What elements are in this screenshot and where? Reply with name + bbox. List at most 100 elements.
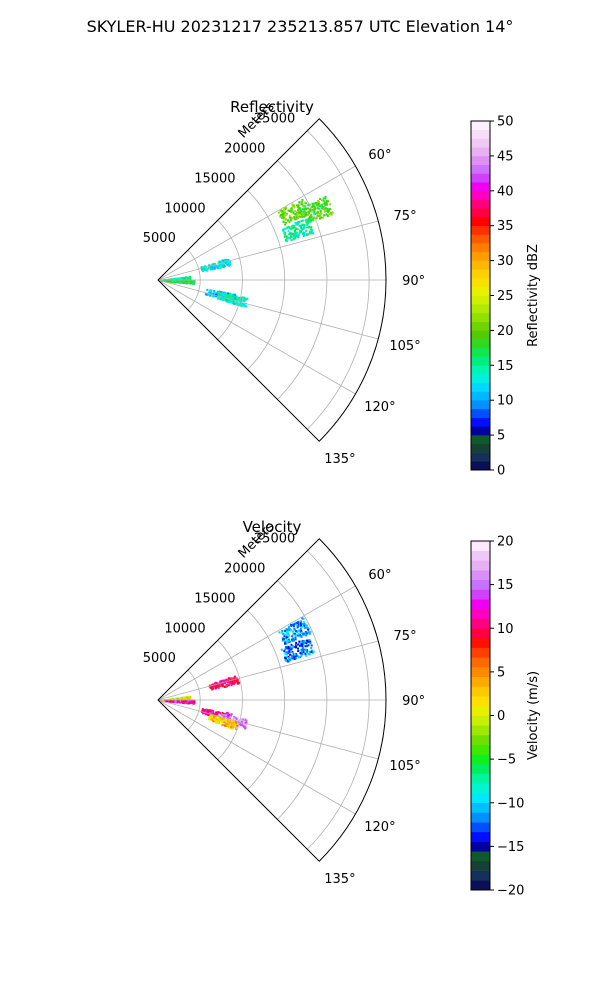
echo-gate xyxy=(228,677,231,680)
colorbar-band xyxy=(471,321,490,331)
colorbar-band xyxy=(471,461,490,471)
colorbar-tick-label: 20 xyxy=(497,535,514,550)
echo-gate xyxy=(226,722,229,725)
echo-gate xyxy=(186,277,189,280)
echo-gate xyxy=(287,655,290,658)
echo-gate xyxy=(288,634,291,637)
echo-gate xyxy=(287,226,290,229)
echo-gate xyxy=(324,195,327,198)
echo-gate xyxy=(216,266,219,269)
echo-gate xyxy=(300,635,303,638)
echo-gate xyxy=(214,717,217,720)
echo-gate xyxy=(299,656,302,659)
echo-gate xyxy=(297,220,300,223)
echo-gate xyxy=(300,200,303,203)
echo-gate xyxy=(180,278,183,281)
echo-gate xyxy=(283,233,286,236)
echo-gate xyxy=(233,675,236,678)
theta-tick-label: 105° xyxy=(389,339,420,354)
echo-gate xyxy=(219,718,222,721)
echo-gate xyxy=(310,228,313,231)
echo-gate xyxy=(238,681,240,684)
echo-gate xyxy=(283,208,286,211)
echo-gate xyxy=(211,268,214,271)
echo-gate xyxy=(300,629,303,632)
echo-gate xyxy=(325,201,328,204)
azimuth-gridline xyxy=(157,279,379,340)
echo-gate xyxy=(211,263,214,266)
echo-gate xyxy=(298,225,301,227)
sector-outline xyxy=(157,118,387,442)
echo-gate xyxy=(295,621,298,624)
echo-gate xyxy=(313,209,316,212)
colorbar-band xyxy=(471,278,490,288)
echo-gate xyxy=(284,648,287,651)
echo-gate xyxy=(178,278,181,281)
echo-gate xyxy=(285,659,287,662)
echo-gate xyxy=(297,208,300,211)
echo-gate xyxy=(222,298,225,301)
echo-gate xyxy=(225,720,228,723)
echo-gate xyxy=(207,710,210,713)
echo-gate xyxy=(307,628,310,631)
theta-tick-label: 60° xyxy=(368,568,391,583)
echo-gate xyxy=(179,281,182,284)
echo-gate xyxy=(185,276,188,279)
echo-gate xyxy=(291,233,294,235)
echo-gate xyxy=(291,210,294,213)
colorbar-tick-label: 5 xyxy=(497,429,505,444)
echo-gate xyxy=(296,655,299,658)
echo-gate xyxy=(210,290,213,293)
echo-gate xyxy=(288,629,291,632)
echo-gate xyxy=(245,718,248,721)
echo-gate xyxy=(302,644,305,647)
echo-gate xyxy=(297,633,300,635)
echo-gate xyxy=(227,714,230,717)
echo-gate xyxy=(235,717,238,720)
echo-gate xyxy=(289,237,291,240)
echo-gate xyxy=(331,211,334,214)
echo-gate xyxy=(216,297,219,300)
echo-gate xyxy=(295,232,298,234)
echo-gate xyxy=(319,209,322,212)
echo-gate xyxy=(220,719,223,722)
echo-gate xyxy=(222,714,225,717)
azimuth-gridline xyxy=(157,220,379,281)
echo-gate xyxy=(280,648,283,651)
echo-gate xyxy=(228,263,231,265)
colorbar-band xyxy=(471,121,490,131)
echo-gate xyxy=(301,648,304,651)
echo-gate xyxy=(301,647,304,650)
echo-gate xyxy=(221,265,224,267)
colorbar-band xyxy=(471,860,490,871)
echo-gate xyxy=(293,235,296,238)
echo-gate xyxy=(307,644,310,647)
echo-gate xyxy=(289,219,292,222)
echo-gate xyxy=(238,722,241,725)
echo-gate xyxy=(299,622,302,625)
echo-gate xyxy=(295,634,298,637)
chart-velocity: Velocity500010000150002000025000Meters60… xyxy=(143,518,541,899)
colorbar-tick-label: −10 xyxy=(497,796,524,811)
colorbar-band xyxy=(471,374,490,384)
echo-gate xyxy=(310,215,313,218)
echo-gate xyxy=(330,213,333,216)
echo-gate xyxy=(304,648,307,651)
echo-gate xyxy=(310,214,313,217)
echo-gate xyxy=(189,277,192,280)
echo-gate xyxy=(306,221,309,223)
echo-gate xyxy=(173,277,176,280)
echo-gate xyxy=(295,657,298,660)
echo-gate xyxy=(182,277,185,280)
echo-gate xyxy=(290,239,293,242)
echo-gate xyxy=(221,684,223,687)
echo-gate xyxy=(307,214,310,216)
colorbar-band xyxy=(471,147,490,157)
echo-gate xyxy=(217,719,220,722)
echo-gate xyxy=(309,208,311,211)
echo-gate xyxy=(293,226,296,229)
echo-gate xyxy=(288,233,290,236)
echo-gate xyxy=(294,217,297,220)
echo-gate xyxy=(211,687,214,690)
